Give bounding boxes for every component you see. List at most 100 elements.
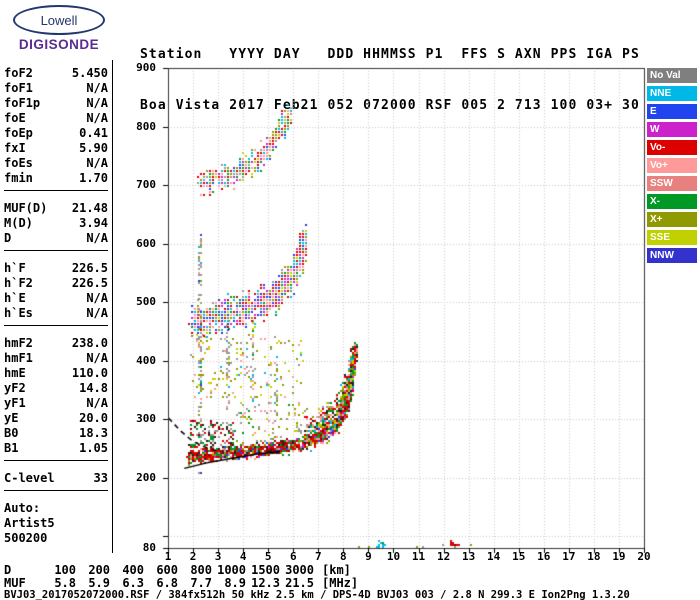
param-value: N/A <box>86 96 108 110</box>
param-row-h-f2: h`F2 226.5 <box>4 276 108 291</box>
param-value: 1.70 <box>79 171 108 185</box>
x-tick-label-9: 9 <box>365 550 372 563</box>
param-value: 5.450 <box>71 66 108 80</box>
y-tick-label-500: 500 <box>136 295 156 309</box>
param-value: N/A <box>86 156 108 170</box>
muf-value: 400 <box>122 563 144 577</box>
muf-value: 800 <box>190 563 212 577</box>
legend-item-nnw: NNW <box>647 248 697 263</box>
param-label: M(D) <box>4 216 33 230</box>
muf-unit: [km] <box>322 563 351 577</box>
param-group-1: MUF(D) 21.48 M(D) 3.94 D N/A <box>4 201 108 251</box>
logo-lowell-text: Lowell <box>40 12 78 28</box>
param-footer-line-0: Auto: <box>4 501 41 515</box>
muf-row-label: MUF <box>4 576 26 590</box>
muf-value: 5.9 <box>88 576 110 590</box>
param-label: h`E <box>4 291 26 305</box>
param-row-h-f: h`F 226.5 <box>4 261 108 276</box>
x-tick-label-8: 8 <box>340 550 347 563</box>
y-tick-label-700: 700 <box>136 178 156 192</box>
y-tick-label-900: 900 <box>136 61 156 74</box>
x-tick-label-1: 1 <box>164 550 172 563</box>
x-tick-label-18: 18 <box>587 550 601 563</box>
param-label: C-level <box>4 471 55 485</box>
muf-value: 7.7 <box>190 576 212 590</box>
param-row-fmin: fmin 1.70 <box>4 171 108 186</box>
param-footer-line-2: 500200 <box>4 531 48 545</box>
param-value: 14.8 <box>79 381 108 395</box>
ionogram-plot <box>158 62 650 556</box>
param-row-ye: yE 20.0 <box>4 411 108 426</box>
muf-value: 6.8 <box>156 576 178 590</box>
y-tick-label-400: 400 <box>136 353 156 367</box>
parameter-list: foF2 5.450 foF1 N/A foF1p N/A foE N/A foEp 0.41 fx… <box>2 60 112 546</box>
muf-value: 8.9 <box>224 576 246 590</box>
param-row-hmf1: hmF1 N/A <box>4 351 108 366</box>
legend-item-x-: X- <box>647 194 697 209</box>
param-value: 18.3 <box>79 426 108 440</box>
y-tick-label-200: 200 <box>136 470 156 484</box>
param-group-4: C-level 33 <box>4 471 108 491</box>
param-value: 0.41 <box>79 126 108 140</box>
param-row-h-es: h`Es N/A <box>4 306 108 321</box>
param-value: 238.0 <box>71 336 108 350</box>
param-label: fmin <box>4 171 33 185</box>
x-tick-label-6: 6 <box>289 550 297 563</box>
x-tick-label-16: 16 <box>537 550 551 563</box>
x-tick-label-14: 14 <box>487 550 501 563</box>
param-label: foEs <box>4 156 33 170</box>
x-tick-label-2: 2 <box>189 550 197 563</box>
param-row-hme: hmE 110.0 <box>4 366 108 381</box>
param-footer: Auto: Artist5 500200 <box>4 501 108 546</box>
param-label: foF1 <box>4 81 33 95</box>
param-value: 5.90 <box>79 141 108 155</box>
param-group-2: h`F 226.5 h`F2 226.5 h`E N/A h`Es N/A <box>4 261 108 326</box>
param-label: hmE <box>4 366 26 380</box>
param-row-h-e: h`E N/A <box>4 291 108 306</box>
x-tick-label-19: 19 <box>612 550 626 563</box>
file-info-footer: BVJ03_2017052072000.RSF / 384fx512h 50 k… <box>4 589 630 600</box>
parameter-panel: foF2 5.450 foF1 N/A foF1p N/A foE N/A foEp 0.41 fx… <box>2 60 113 553</box>
lowell-digisonde-logo: Lowell DIGISONDE <box>6 5 112 52</box>
param-value: N/A <box>86 396 108 410</box>
param-value: N/A <box>86 81 108 95</box>
param-value: 3.94 <box>79 216 108 230</box>
param-row-b1: B1 1.05 <box>4 441 108 456</box>
param-value: N/A <box>86 351 108 365</box>
param-row-yf2: yF2 14.8 <box>4 381 108 396</box>
legend-item-sse: SSE <box>647 230 697 245</box>
param-group-0: foF2 5.450 foF1 N/A foF1p N/A foE N/A foEp 0.41 fx… <box>4 66 108 191</box>
y-tick-label-600: 600 <box>136 236 156 250</box>
muf-value: 1000 <box>217 563 246 577</box>
param-label: hmF2 <box>4 336 33 350</box>
param-row-d: D N/A <box>4 231 108 246</box>
param-row-c-level: C-level 33 <box>4 471 108 486</box>
param-label: h`Es <box>4 306 33 320</box>
header-columns-line: Station YYYY DAY DDD HHMMSS P1 FFS S AXN… <box>140 47 640 62</box>
param-label: yF1 <box>4 396 26 410</box>
param-value: N/A <box>86 231 108 245</box>
param-group-3: hmF2 238.0 hmF1 N/A hmE 110.0 yF2 14.8 yF1 N/A yE 2… <box>4 336 108 461</box>
legend-item-x+: X+ <box>647 212 697 227</box>
muf-row-label: D <box>4 563 12 577</box>
param-value: N/A <box>86 291 108 305</box>
x-tick-label-7: 7 <box>315 550 322 563</box>
legend-item-vo+: Vo+ <box>647 158 697 173</box>
param-label: yF2 <box>4 381 26 395</box>
param-value: 20.0 <box>79 411 108 425</box>
param-row-foe: foE N/A <box>4 111 108 126</box>
param-row-yf1: yF1 N/A <box>4 396 108 411</box>
lowell-logo-oval: Lowell <box>13 5 105 35</box>
muf-value: 100 <box>54 563 76 577</box>
y-tick-label-300: 300 <box>136 412 156 426</box>
y-tick-label-80: 80 <box>142 541 156 554</box>
param-label: fxI <box>4 141 26 155</box>
muf-value: 200 <box>88 563 110 577</box>
param-label: MUF(D) <box>4 201 48 215</box>
muf-value: 6.3 <box>122 576 144 590</box>
muf-value: 1500 <box>251 563 280 577</box>
x-tick-label-4: 4 <box>239 550 247 563</box>
muf-unit: [MHz] <box>322 576 359 590</box>
x-tick-label-17: 17 <box>562 550 576 563</box>
